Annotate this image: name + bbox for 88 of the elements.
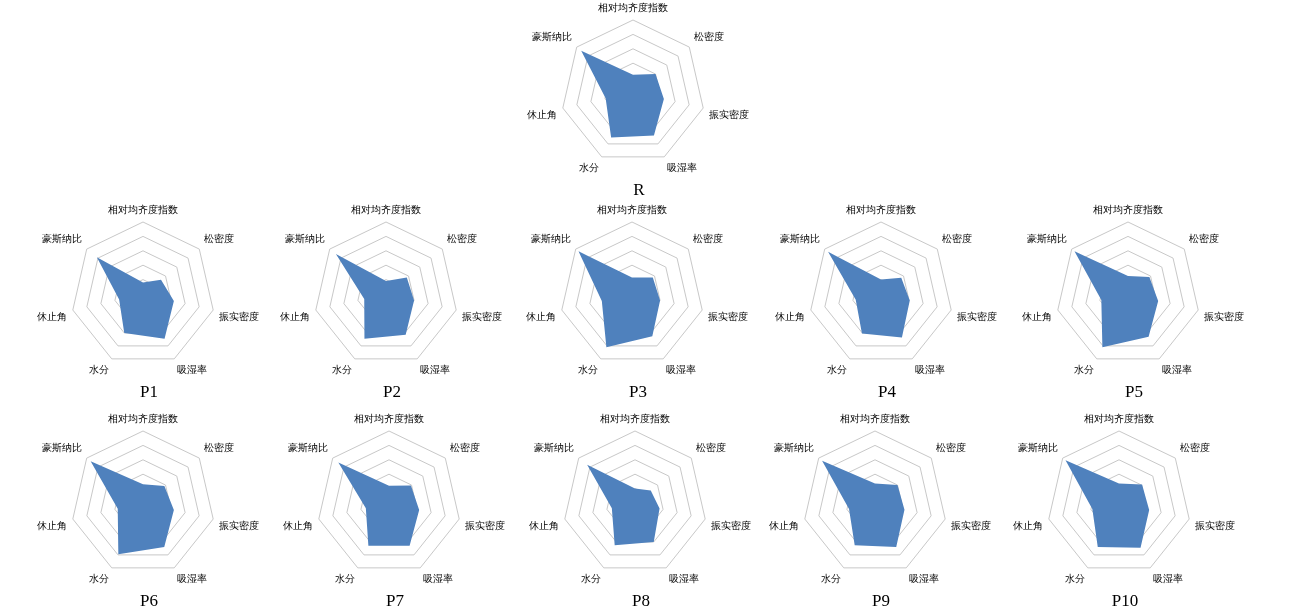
spoke-label: 水分: [332, 363, 353, 375]
spoke-label: 豪斯纳比: [1027, 232, 1068, 244]
spoke-label: 相对均齐度指数: [108, 412, 178, 424]
text: P5: [1125, 382, 1143, 402]
spoke-label: 相对均齐度指数: [1093, 203, 1163, 215]
spoke-label: 休止角: [279, 310, 310, 322]
spoke-label: 水分: [579, 161, 600, 173]
spoke-label: 松密度: [449, 441, 480, 453]
spoke-label: 水分: [89, 363, 110, 375]
spoke-label: 休止角: [768, 519, 799, 531]
spoke-label: 豪斯纳比: [780, 232, 821, 244]
spoke-label: 豪斯纳比: [531, 232, 572, 244]
spoke-label: 休止角: [525, 310, 556, 322]
spoke-label: 水分: [335, 572, 356, 584]
text: P1: [140, 382, 158, 402]
spoke-label: 振实密度: [465, 519, 506, 531]
spoke-label: 相对均齐度指数: [846, 203, 916, 215]
text: R: [633, 180, 646, 200]
spoke-label: 吸湿率: [908, 572, 939, 584]
spoke-label: 相对均齐度指数: [108, 203, 178, 215]
text: P3: [629, 382, 647, 402]
spoke-label: 振实密度: [951, 519, 992, 531]
spoke-label: 豪斯纳比: [285, 232, 326, 244]
spoke-label: 松密度: [203, 232, 234, 244]
spoke-label: 吸湿率: [914, 363, 945, 375]
spoke-label: 吸湿率: [668, 572, 699, 584]
spoke-label: 吸湿率: [1161, 363, 1192, 375]
spoke-label: 水分: [581, 572, 602, 584]
spoke-label: 松密度: [941, 232, 972, 244]
spoke-label: 吸湿率: [176, 572, 207, 584]
spoke-label: 水分: [89, 572, 110, 584]
spoke-label: 振实密度: [1204, 310, 1245, 322]
spoke-label: 豪斯纳比: [1018, 441, 1059, 453]
spoke-label: 水分: [821, 572, 842, 584]
spoke-label: 松密度: [1179, 441, 1210, 453]
spoke-label: 水分: [1065, 572, 1086, 584]
spoke-label: 休止角: [36, 519, 67, 531]
spoke-label: 豪斯纳比: [534, 441, 575, 453]
spoke-label: 豪斯纳比: [532, 30, 573, 42]
spoke-label: 松密度: [203, 441, 234, 453]
text: P2: [383, 382, 401, 402]
text: P6: [140, 591, 158, 611]
spoke-label: 吸湿率: [665, 363, 696, 375]
spoke-label: 相对均齐度指数: [597, 203, 667, 215]
spoke-label: 松密度: [692, 232, 723, 244]
spoke-label: 吸湿率: [1152, 572, 1183, 584]
spoke-label: 豪斯纳比: [774, 441, 815, 453]
text: P10: [1111, 591, 1139, 611]
spoke-label: 振实密度: [462, 310, 503, 322]
spoke-label: 相对均齐度指数: [598, 1, 668, 13]
spoke-label: 吸湿率: [422, 572, 453, 584]
spoke-label: 休止角: [528, 519, 559, 531]
spoke-label: 振实密度: [957, 310, 998, 322]
spoke-label: 吸湿率: [666, 161, 697, 173]
spoke-label: 吸湿率: [419, 363, 450, 375]
spoke-label: 豪斯纳比: [42, 232, 83, 244]
spoke-label: 相对均齐度指数: [354, 412, 424, 424]
spoke-label: 休止角: [1021, 310, 1052, 322]
spoke-label: 水分: [827, 363, 848, 375]
spoke-label: 吸湿率: [176, 363, 207, 375]
spoke-label: 振实密度: [711, 519, 752, 531]
spoke-label: 相对均齐度指数: [600, 412, 670, 424]
text: P9: [872, 591, 890, 611]
spoke-label: 休止角: [526, 108, 557, 120]
spoke-label: 水分: [578, 363, 599, 375]
spoke-label: 振实密度: [219, 310, 260, 322]
spoke-label: 豪斯纳比: [42, 441, 83, 453]
spoke-label: 豪斯纳比: [288, 441, 329, 453]
spoke-label: 相对均齐度指数: [351, 203, 421, 215]
text: P8: [632, 591, 650, 611]
spoke-label: 相对均齐度指数: [840, 412, 910, 424]
spoke-label: 松密度: [935, 441, 966, 453]
spoke-label: 相对均齐度指数: [1084, 412, 1154, 424]
spoke-label: 振实密度: [709, 108, 750, 120]
spoke-label: 松密度: [693, 30, 724, 42]
spoke-label: 休止角: [774, 310, 805, 322]
spoke-label: 振实密度: [1195, 519, 1236, 531]
spoke-label: 松密度: [695, 441, 726, 453]
spoke-label: 松密度: [1188, 232, 1219, 244]
spoke-label: 休止角: [282, 519, 313, 531]
spoke-label: 振实密度: [708, 310, 749, 322]
spoke-label: 振实密度: [219, 519, 260, 531]
spoke-label: 松密度: [446, 232, 477, 244]
text: P7: [386, 591, 405, 611]
spoke-label: 水分: [1074, 363, 1095, 375]
text: P4: [878, 382, 897, 402]
spoke-label: 休止角: [1012, 519, 1043, 531]
spoke-label: 休止角: [36, 310, 67, 322]
